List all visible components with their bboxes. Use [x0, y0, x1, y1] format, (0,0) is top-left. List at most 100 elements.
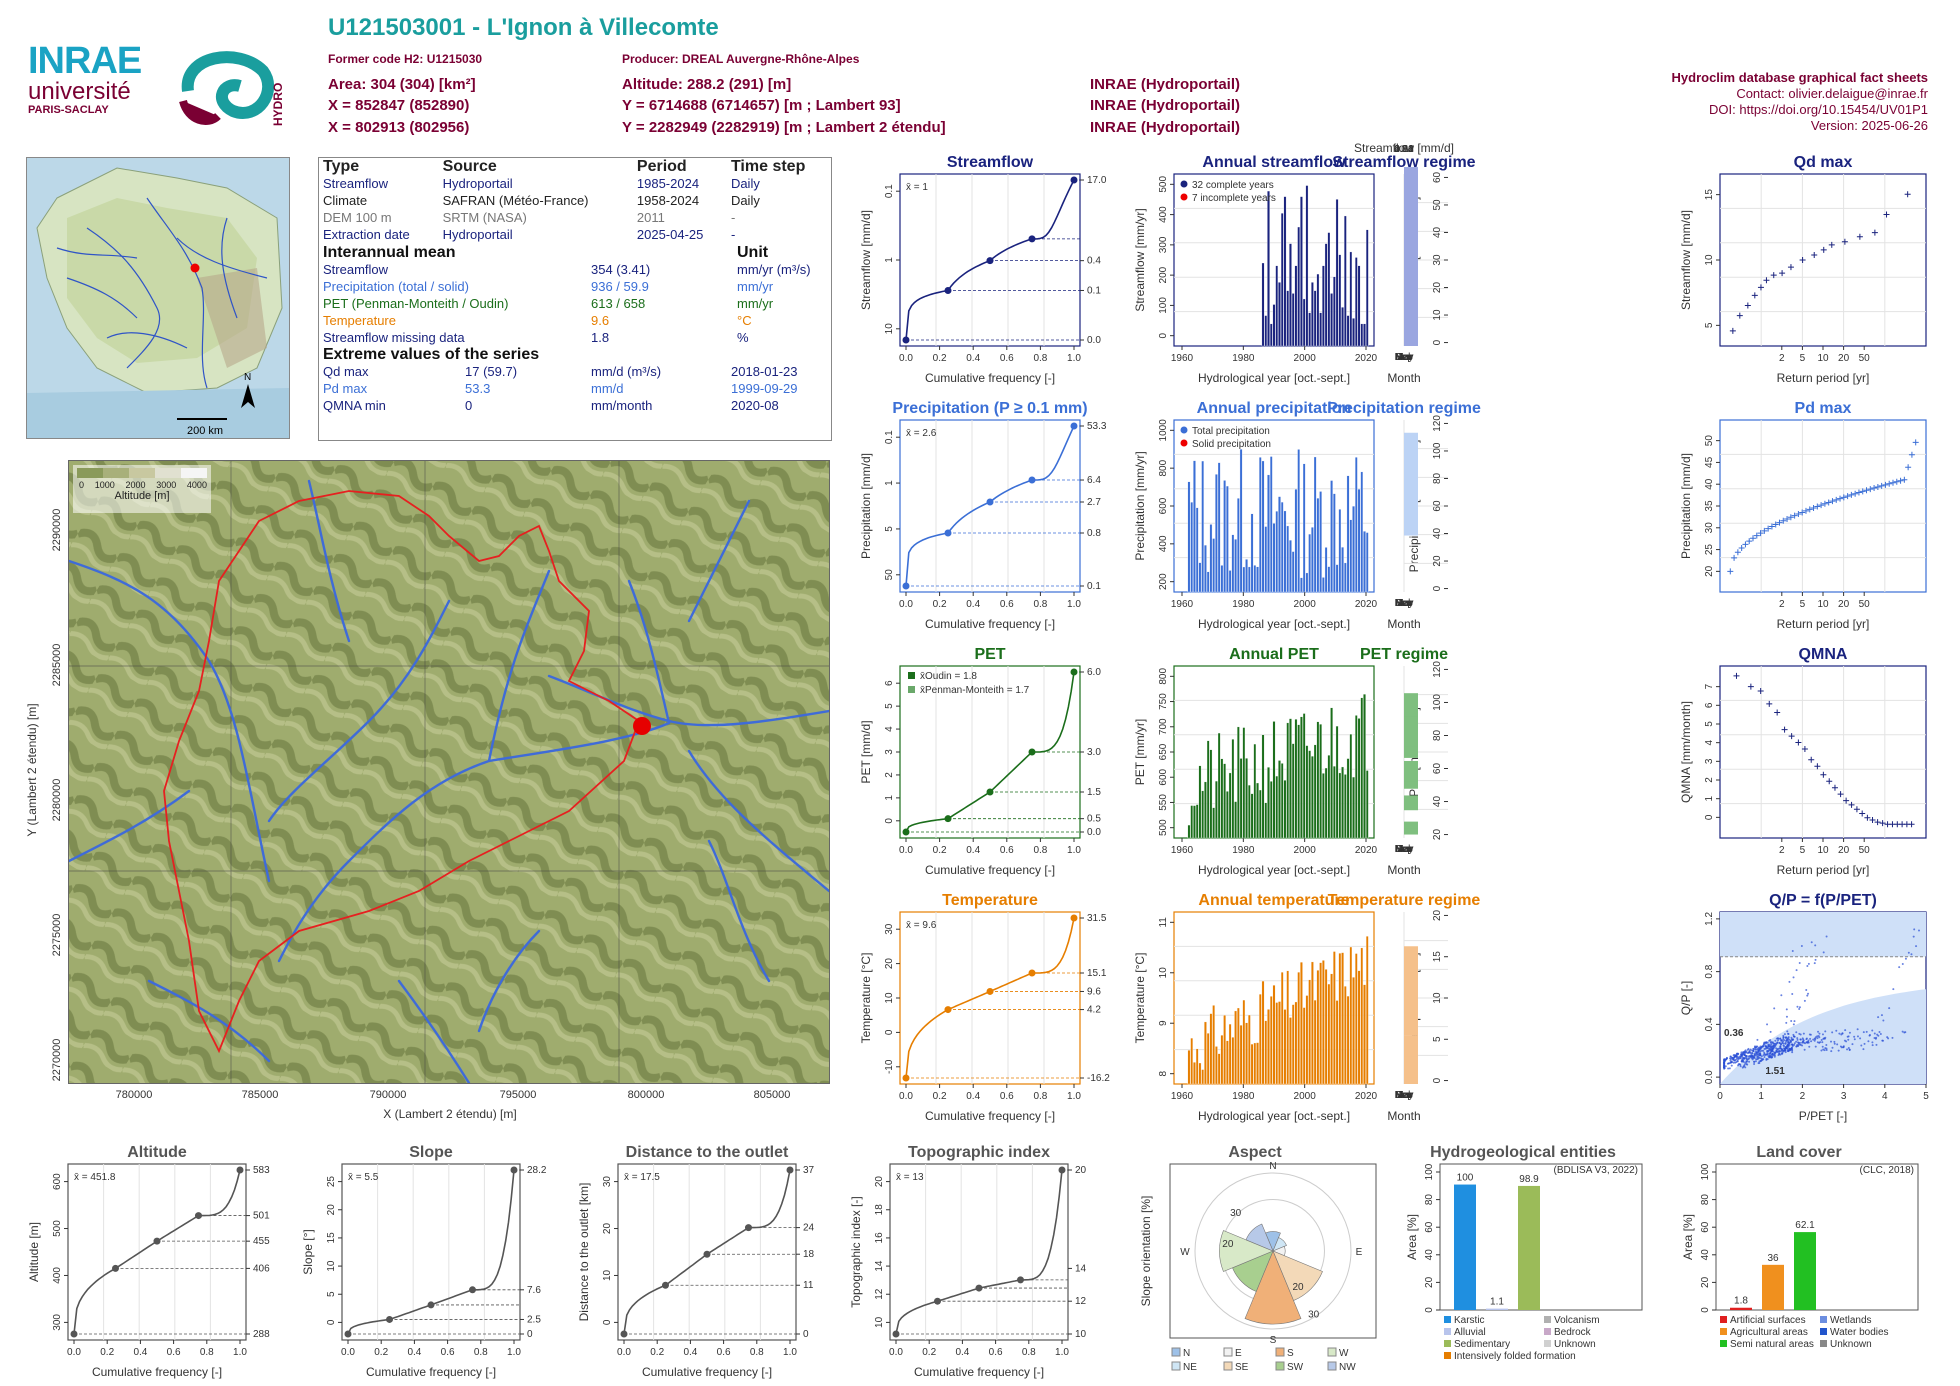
contact-link[interactable]: Contact: olivier.delaigue@inrae.fr — [1736, 86, 1928, 101]
data-point — [1855, 489, 1862, 496]
quantile-point — [386, 1315, 393, 1323]
data-point — [1820, 771, 1827, 778]
right-tick-label: 0.1 — [1087, 581, 1101, 592]
year-bar — [1322, 960, 1325, 1085]
y-tick-label: 20 — [1432, 282, 1443, 294]
data-point — [1887, 1037, 1890, 1040]
y-tick-label: 80 — [1424, 1194, 1435, 1206]
x-tick-label: 0.6 — [989, 1347, 1003, 1358]
quantile-point — [620, 1330, 628, 1338]
y-tick-label: 550 — [1158, 794, 1169, 811]
data-point — [1799, 257, 1806, 263]
map-y-tick: 2280000 — [51, 779, 63, 822]
legend-label: x̄Oudin = 1.8 — [920, 671, 977, 682]
year-bar — [1264, 1020, 1268, 1085]
data-point — [1805, 1037, 1808, 1040]
y-tick-label: 0 — [884, 1029, 895, 1035]
year-bar — [1231, 534, 1235, 593]
right-tick-label: 18 — [803, 1249, 815, 1260]
year-bar — [1195, 804, 1199, 839]
year-bar — [1220, 758, 1224, 839]
map-xlabel: X (Lambert 2 étendu) [m] — [383, 1107, 516, 1121]
france-map-scale: 200 km — [187, 425, 223, 437]
quantile-point — [1028, 476, 1036, 484]
year-bar — [1365, 936, 1369, 1085]
year-bar — [1319, 724, 1322, 839]
month-box — [1404, 1056, 1418, 1078]
legend-label: NW — [1339, 1362, 1356, 1373]
quantile-point — [469, 1286, 476, 1294]
year-bar — [1302, 298, 1306, 347]
quantile-point — [1070, 914, 1078, 922]
x-axis-label: Hydrological year [oct.-sept.] — [1198, 617, 1350, 631]
data-point — [1776, 1039, 1779, 1042]
x-tick-label: 0.6 — [717, 1347, 731, 1358]
cell: 1999-09-29 — [731, 381, 798, 396]
chart-title: Precipitation (P ≥ 0.1 mm) — [892, 400, 1087, 417]
year-bar — [1330, 480, 1333, 593]
data-point — [1748, 1060, 1751, 1063]
data-point — [1732, 1054, 1735, 1057]
doi-link[interactable]: DOI: https://doi.org/10.15454/UV01P1 — [1709, 102, 1928, 117]
x-tick-label: 2020 — [1355, 1091, 1378, 1102]
y-tick-label: 80 — [1432, 472, 1443, 484]
y-tick-label: 0.4 — [1704, 1017, 1715, 1031]
data-point — [1769, 1044, 1772, 1047]
data-point — [1773, 1007, 1776, 1010]
y-tick-label: 0.0 — [1704, 1070, 1715, 1084]
month-box — [1404, 821, 1418, 829]
quantile-point — [662, 1281, 669, 1289]
year-bar — [1322, 265, 1325, 347]
data-point — [1808, 756, 1815, 763]
year-bar — [1267, 474, 1270, 593]
data-point — [1787, 1032, 1790, 1035]
year-bar — [1324, 767, 1328, 839]
year-bar — [1204, 781, 1207, 839]
data-point — [1912, 439, 1919, 446]
year-bar — [1248, 1014, 1251, 1085]
year-bar — [1267, 190, 1270, 347]
mean-label: x̄ = 5.5 — [348, 1172, 379, 1183]
y-tick-label: -10 — [884, 1059, 895, 1074]
data-point — [1831, 1031, 1834, 1034]
legend-swatch — [1327, 1361, 1337, 1371]
cell: 53.3 — [465, 381, 491, 396]
data-point — [1770, 1056, 1773, 1059]
chart-distance_cdf: Distance to the outlet Cumulative frequen… — [577, 1144, 815, 1379]
y2-coordinate: Y = 2282949 (2282919) [m ; Lambert 2 éte… — [622, 119, 946, 136]
quantile-point — [986, 987, 994, 995]
x-axis-label: Cumulative frequency [-] — [925, 617, 1055, 631]
year-bar — [1335, 725, 1339, 839]
cell: SRTM (NASA) — [442, 210, 527, 225]
data-point — [1737, 1063, 1740, 1066]
data-point — [1743, 1057, 1746, 1060]
data-point — [1818, 1032, 1821, 1035]
year-bar — [1261, 734, 1265, 839]
year-bar — [1313, 456, 1317, 593]
paris-saclay-text: PARIS-SACLAY — [28, 104, 109, 116]
data-point — [1848, 491, 1855, 498]
x-axis-label: P/PET [-] — [1799, 1109, 1847, 1123]
month-box — [1404, 432, 1418, 497]
year-bar — [1302, 713, 1306, 839]
data-point — [1795, 739, 1802, 746]
col-header-timestep: Time step — [730, 158, 806, 175]
data-point — [1743, 1051, 1746, 1054]
data-point — [1757, 1057, 1760, 1060]
month-box — [1404, 828, 1418, 835]
ring-label: 30 — [1308, 1309, 1320, 1320]
chart-temp_cdf: Temperature Cumulative frequency [-] Tempe… — [859, 892, 1110, 1123]
data-point — [1822, 1048, 1825, 1051]
y-tick-label: 80 — [1432, 729, 1443, 741]
y-tick-label: 30 — [602, 1176, 613, 1188]
x-tick-label: 20 — [1838, 845, 1850, 856]
data-point — [1835, 1029, 1838, 1032]
cell: Hydroportail — [442, 176, 513, 191]
quantile-point — [786, 1166, 794, 1174]
y-tick-label: 60 — [1424, 1221, 1435, 1233]
year-bar — [1283, 780, 1287, 839]
y-tick-label: 20 — [1424, 1276, 1435, 1288]
data-point — [1807, 962, 1810, 965]
year-bar — [1193, 805, 1196, 839]
bar-value-label: 98.9 — [1519, 1174, 1539, 1185]
